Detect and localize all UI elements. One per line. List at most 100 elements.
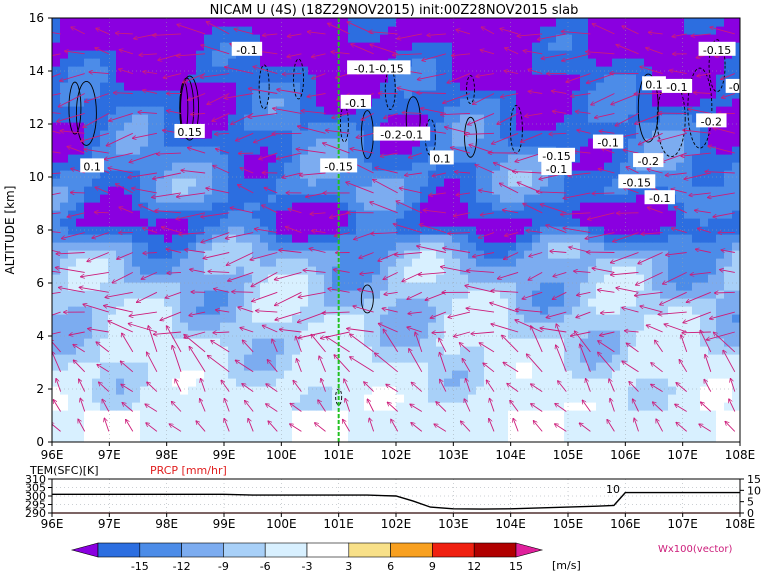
shade-cell (252, 426, 261, 435)
shade-cell (716, 170, 725, 179)
shade-cell (188, 114, 197, 123)
shade-cell (380, 314, 389, 323)
shade-cell (532, 314, 541, 323)
shade-cell (252, 266, 261, 275)
shade-cell (540, 274, 549, 283)
shade-cell (52, 322, 61, 331)
shade-cell (492, 378, 501, 387)
shade-cell (180, 274, 189, 283)
shade-cell (348, 258, 357, 267)
shade-cell (372, 50, 381, 59)
shade-cell (708, 282, 717, 291)
shade-cell (204, 378, 213, 387)
shade-cell (236, 34, 245, 43)
shade-cell (172, 322, 181, 331)
shade-cell (356, 394, 365, 403)
shade-cell (148, 98, 157, 107)
shade-cell (356, 258, 365, 267)
shade-cell (572, 162, 581, 171)
shade-cell (236, 370, 245, 379)
shade-cell (636, 210, 645, 219)
shade-cell (548, 210, 557, 219)
shade-cell (692, 162, 701, 171)
shade-cell (268, 194, 277, 203)
shade-cell (692, 322, 701, 331)
shade-cell (260, 418, 269, 427)
shade-cell (84, 418, 93, 427)
shade-cell (292, 258, 301, 267)
shade-cell (316, 138, 325, 147)
shade-cell (580, 202, 589, 211)
shade-cell (212, 418, 221, 427)
shade-cell (644, 18, 653, 27)
shade-cell (676, 234, 685, 243)
shade-cell (204, 186, 213, 195)
shade-cell (308, 362, 317, 371)
shade-cell (588, 282, 597, 291)
shade-cell (628, 426, 637, 435)
shade-cell (548, 114, 557, 123)
shade-cell (92, 178, 101, 187)
shade-cell (644, 298, 653, 307)
shade-cell (260, 346, 269, 355)
shade-cell (468, 82, 477, 91)
shade-cell (732, 18, 741, 27)
shade-cell (212, 138, 221, 147)
shade-cell (588, 258, 597, 267)
shade-cell (532, 434, 541, 443)
shade-cell (220, 386, 229, 395)
shade-cell (244, 106, 253, 115)
shade-cell (476, 298, 485, 307)
shade-cell (164, 274, 173, 283)
shade-cell (692, 306, 701, 315)
shade-cell (604, 26, 613, 35)
shade-cell (412, 162, 421, 171)
shade-cell (492, 98, 501, 107)
shade-cell (396, 18, 405, 27)
shade-cell (340, 266, 349, 275)
shade-cell (476, 418, 485, 427)
shade-cell (660, 234, 669, 243)
shade-cell (468, 410, 477, 419)
shade-cell (444, 114, 453, 123)
shade-cell (468, 234, 477, 243)
shade-cell (588, 354, 597, 363)
shade-cell (340, 274, 349, 283)
shade-cell (60, 402, 69, 411)
shade-cell (212, 194, 221, 203)
shade-cell (60, 66, 69, 75)
shade-cell (52, 82, 61, 91)
shade-cell (644, 346, 653, 355)
shade-cell (316, 218, 325, 227)
shade-cell (420, 290, 429, 299)
shade-cell (724, 154, 733, 163)
shade-cell (724, 178, 733, 187)
shade-cell (596, 218, 605, 227)
shade-cell (196, 66, 205, 75)
shade-cell (308, 66, 317, 75)
shade-cell (572, 402, 581, 411)
shade-cell (92, 426, 101, 435)
shade-cell (156, 82, 165, 91)
shade-cell (532, 410, 541, 419)
shade-cell (68, 178, 77, 187)
shade-cell (212, 202, 221, 211)
shade-cell (196, 322, 205, 331)
shade-cell (228, 306, 237, 315)
shade-cell (372, 386, 381, 395)
shade-cell (476, 106, 485, 115)
shade-cell (492, 202, 501, 211)
shade-cell (140, 162, 149, 171)
shade-cell (300, 282, 309, 291)
shade-cell (548, 98, 557, 107)
shade-cell (396, 98, 405, 107)
shade-cell (644, 242, 653, 251)
shade-cell (484, 354, 493, 363)
shade-cell (180, 58, 189, 67)
shade-cell (500, 322, 509, 331)
shade-cell (84, 42, 93, 51)
shade-cell (220, 314, 229, 323)
shade-cell (716, 386, 725, 395)
shade-cell (292, 410, 301, 419)
shade-cell (324, 362, 333, 371)
